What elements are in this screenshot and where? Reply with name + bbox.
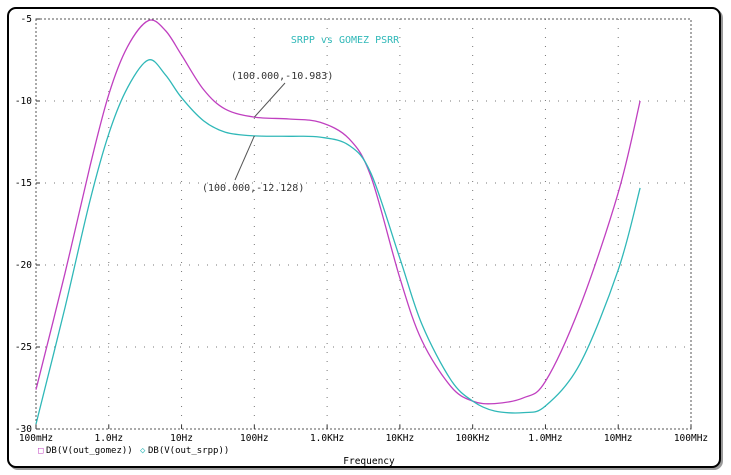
annotation-leader: [234, 135, 255, 181]
x-tick-label: 1.0Hz: [94, 433, 123, 444]
x-tick-label: 100mHz: [19, 433, 53, 444]
y-tick-label: -10: [15, 96, 32, 107]
series-line-srpp: [35, 59, 641, 425]
series-line-gomez: [35, 19, 641, 405]
y-tick-label: -5: [21, 14, 32, 25]
legend-marker: □: [38, 446, 44, 456]
x-tick-label: 1.0KHz: [310, 433, 344, 444]
chart-window: [7, 7, 721, 468]
legend-entry: DB(V(out_gomez)): [46, 446, 133, 456]
x-tick-label: 1.0MHz: [528, 433, 562, 444]
x-tick-label: 10Hz: [170, 433, 193, 444]
y-tick-label: -20: [15, 260, 32, 271]
legend-entry: DB(V(out_srpp)): [148, 446, 229, 456]
plot-border: [35, 18, 692, 430]
legend-marker: ◇: [140, 446, 146, 456]
y-tick-label: -15: [15, 178, 32, 189]
x-tick-label: 10MHz: [604, 433, 633, 444]
x-tick-label: 100KHz: [456, 433, 490, 444]
chart-title: SRPP vs GOMEZ PSRR: [291, 35, 400, 46]
x-axis-label: Frequency: [343, 456, 395, 467]
x-tick-label: 10KHz: [386, 433, 415, 444]
annotation-label: (100.000,-10.983): [231, 71, 333, 82]
annotation-leader: [253, 82, 286, 118]
y-tick-label: -30: [15, 424, 32, 435]
x-tick-label: 100Hz: [240, 433, 269, 444]
annotation-label: (100.000,-12.128): [202, 183, 304, 194]
y-tick-label: -25: [15, 342, 32, 353]
x-tick-label: 100MHz: [674, 433, 708, 444]
